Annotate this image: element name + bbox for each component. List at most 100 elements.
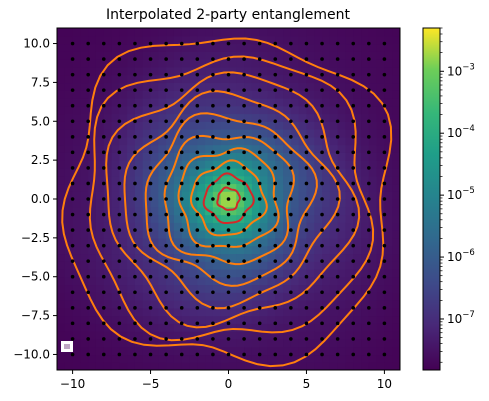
heatmap-cell xyxy=(361,97,370,107)
heatmap-cell xyxy=(220,214,230,223)
heatmap-cell xyxy=(306,346,315,356)
heatmap-cell xyxy=(392,346,400,356)
heatmap-cell xyxy=(290,222,300,231)
sample-point xyxy=(117,135,122,139)
heatmap-cell xyxy=(158,268,167,278)
heatmap-cell xyxy=(361,105,370,115)
heatmap-cell xyxy=(64,268,74,278)
heatmap-cell xyxy=(267,331,276,340)
heatmap-cell xyxy=(111,315,120,324)
heatmap-cell xyxy=(244,97,253,107)
heatmap-cell xyxy=(259,331,269,340)
heatmap-cell xyxy=(392,82,400,91)
heatmap-cell xyxy=(166,113,175,122)
heatmap-cell xyxy=(127,261,136,270)
heatmap-cell xyxy=(314,331,323,340)
sample-point xyxy=(226,57,231,61)
heatmap-cell xyxy=(283,129,292,138)
sample-point xyxy=(367,150,371,155)
heatmap-cell xyxy=(150,59,159,68)
sample-point xyxy=(289,41,293,46)
heatmap-cell xyxy=(306,90,315,99)
sample-point xyxy=(257,228,262,232)
heatmap-cell xyxy=(166,82,175,91)
heatmap-cell xyxy=(95,28,105,37)
heatmap-cell xyxy=(236,105,245,115)
heatmap-cell xyxy=(119,199,128,208)
sample-point xyxy=(101,72,106,77)
heatmap-cell xyxy=(205,331,214,340)
heatmap-cell xyxy=(88,59,97,68)
sample-point xyxy=(367,274,371,279)
sample-point xyxy=(257,166,262,170)
heatmap-cell xyxy=(306,66,315,76)
heatmap-cell xyxy=(228,362,237,370)
heatmap-cell xyxy=(158,191,167,200)
sample-point xyxy=(367,103,371,108)
heatmap-cell xyxy=(236,230,245,239)
sample-point xyxy=(117,119,122,124)
heatmap-cell xyxy=(275,51,284,60)
heatmap-cell xyxy=(228,129,237,138)
heatmap-cell xyxy=(212,292,222,301)
heatmap-cell xyxy=(329,307,339,317)
heatmap-cell xyxy=(376,323,386,332)
heatmap-cell xyxy=(251,292,261,301)
heatmap-cell xyxy=(212,300,222,309)
heatmap-cell xyxy=(142,121,152,130)
heatmap-cell xyxy=(150,113,159,122)
heatmap-cell xyxy=(314,167,323,177)
sample-point xyxy=(179,119,184,124)
heatmap-cell xyxy=(181,144,191,153)
heatmap-cell xyxy=(329,315,339,324)
sample-point xyxy=(86,274,90,279)
sample-point xyxy=(320,306,324,310)
heatmap-cell xyxy=(119,276,128,286)
heatmap-cell xyxy=(345,253,354,262)
sample-point xyxy=(117,259,122,263)
heatmap-cell xyxy=(111,307,120,317)
heatmap-cell xyxy=(173,284,183,293)
heatmap-cell xyxy=(103,167,113,177)
heatmap-cell xyxy=(119,346,128,356)
heatmap-cell xyxy=(329,59,339,68)
heatmap-cell xyxy=(142,51,152,60)
heatmap-cell xyxy=(228,105,237,115)
heatmap-cell xyxy=(283,97,292,107)
plot-area xyxy=(57,28,400,370)
sample-point xyxy=(195,72,200,77)
heatmap-cell xyxy=(290,97,300,107)
heatmap-cell xyxy=(275,315,284,324)
heatmap-cell xyxy=(236,237,245,247)
sample-point xyxy=(148,212,153,217)
heatmap-cell xyxy=(173,292,183,301)
heatmap-cell xyxy=(244,121,253,130)
heatmap-cell xyxy=(127,230,136,239)
heatmap-cell xyxy=(158,97,167,107)
heatmap-cell xyxy=(329,144,339,153)
heatmap-cell xyxy=(306,222,315,231)
heatmap-cell xyxy=(337,331,347,340)
heatmap-cell xyxy=(127,268,136,278)
heatmap-cell xyxy=(368,268,378,278)
heatmap-cell xyxy=(95,175,105,185)
heatmap-cell xyxy=(205,362,214,370)
heatmap-cell xyxy=(306,183,315,192)
sample-point xyxy=(70,197,75,201)
heatmap-cell xyxy=(329,199,339,208)
heatmap-cell xyxy=(158,199,167,208)
heatmap-cell xyxy=(134,35,144,45)
heatmap-cell xyxy=(368,331,378,340)
heatmap-cell xyxy=(88,43,97,52)
heatmap-cell xyxy=(236,191,245,200)
heatmap-cell xyxy=(212,51,222,60)
heatmap-cell xyxy=(290,129,300,138)
heatmap-cell xyxy=(88,199,97,208)
heatmap-cell xyxy=(181,292,191,301)
heatmap-cell xyxy=(244,331,253,340)
sample-point xyxy=(289,57,293,61)
heatmap-cell xyxy=(72,292,81,301)
heatmap-cell xyxy=(368,28,378,37)
sample-point xyxy=(335,72,340,77)
heatmap-cell xyxy=(236,167,245,177)
